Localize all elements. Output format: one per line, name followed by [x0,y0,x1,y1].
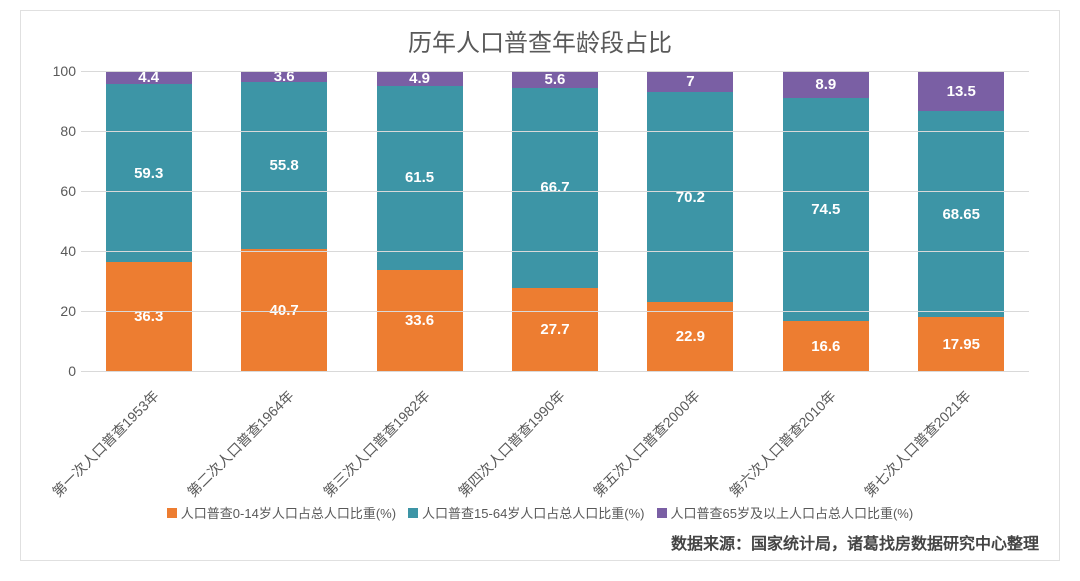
data-source: 数据来源：国家统计局，诸葛找房数据研究中心整理 [671,530,1039,554]
bar-value-label: 61.5 [405,169,434,186]
bar-value-label: 33.6 [405,312,434,329]
bar-value-label: 74.5 [811,201,840,218]
chart-container: 历年人口普查年龄段占比 4.459.336.33.655.840.74.961.… [20,10,1060,561]
bar-segment: 4.4 [106,71,192,84]
x-axis-tick-label: 第七次人口普查2021年 [918,376,1004,506]
bar-segment: 55.8 [241,82,327,249]
bar-group: 7 70.2 22.9 [647,71,733,371]
bar-value-label: 59.3 [134,165,163,182]
bar-segment: 3.6 [241,71,327,82]
legend-label: 人口普查0-14岁人口占总人口比重(%) [181,503,396,522]
bar-group: 4.4 59.3 36.3 [106,71,192,371]
bar-segment: 36.3 [106,262,192,371]
grid-line [81,371,1029,372]
bar-value-label: 22.9 [676,328,705,345]
bar-value-label: 55.8 [270,157,299,174]
bar-value-label: 16.6 [811,338,840,355]
y-axis-tick-label: 20 [36,303,76,319]
bar-segment: 68.65 [918,111,1004,317]
legend: 人口普查0-14岁人口占总人口比重(%) 人口普查15-64岁人口占总人口比重(%… [21,503,1059,522]
x-axis-tick-label: 第二次人口普查1964年 [241,376,327,506]
bar-group: 5.6 66.7 27.7 [512,71,598,371]
legend-swatch [408,508,418,518]
bar-segment: 22.9 [647,302,733,371]
x-axis-tick-label: 第五次人口普查2000年 [647,376,733,506]
bar-segment: 66.7 [512,88,598,288]
grid-line [81,131,1029,132]
bar-group: 4.9 61.5 33.6 [377,71,463,371]
y-axis-tick-label: 40 [36,243,76,259]
legend-swatch [167,508,177,518]
bar-segment: 61.5 [377,86,463,271]
legend-swatch [657,508,667,518]
x-axis-tick-label: 第四次人口普查1990年 [512,376,598,506]
plot-area: 4.459.336.33.655.840.74.961.533.65.666.7… [81,71,1029,371]
y-axis-tick-label: 60 [36,183,76,199]
bar-value-label: 66.7 [540,179,569,196]
legend-label: 人口普查65岁及以上人口占总人口比重(%) [671,503,914,522]
bar-segment: 27.7 [512,288,598,371]
bar-group: 3.655.840.7 [241,71,327,371]
bar-value-label: 17.95 [942,336,980,353]
bar-value-label: 4.9 [409,70,430,87]
grid-line [81,71,1029,72]
bar-segment: 8.9 [783,71,869,98]
bar-group: 8.9 74.5 16.6 [783,71,869,371]
x-axis-tick-label: 第六次人口普查2010年 [783,376,869,506]
x-axis-labels: 第一次人口普查1953年第二次人口普查1964年第三次人口普查1982年第四次人… [81,376,1029,506]
grid-line [81,311,1029,312]
chart-title: 历年人口普查年龄段占比 [21,11,1059,64]
bars-row: 4.459.336.33.655.840.74.961.533.65.666.7… [81,71,1029,371]
legend-item: 人口普查65岁及以上人口占总人口比重(%) [657,503,914,522]
bar-segment: 16.6 [783,321,869,371]
bar-value-label: 68.65 [942,206,980,223]
bar-value-label: 27.7 [540,321,569,338]
grid-line [81,191,1029,192]
x-axis-tick-label: 第三次人口普查1982年 [377,376,463,506]
legend-item: 人口普查15-64岁人口占总人口比重(%) [408,503,644,522]
bar-segment: 70.2 [647,92,733,302]
bar-segment: 5.6 [512,71,598,88]
y-axis-tick-label: 0 [36,363,76,379]
x-axis-tick-label: 第一次人口普查1953年 [106,376,192,506]
grid-line [81,251,1029,252]
bar-segment: 59.3 [106,84,192,262]
y-axis-tick-label: 80 [36,123,76,139]
bar-segment: 33.6 [377,270,463,371]
y-axis-tick-label: 100 [36,63,76,79]
bar-value-label: 5.6 [545,71,566,88]
legend-label: 人口普查15-64岁人口占总人口比重(%) [422,503,644,522]
bar-value-label: 7 [686,73,694,90]
bar-group: 13.5 68.65 17.95 [918,71,1004,371]
bar-segment: 13.5 [918,71,1004,111]
bar-segment: 4.9 [377,71,463,86]
bar-segment: 7 [647,71,733,92]
legend-item: 人口普查0-14岁人口占总人口比重(%) [167,503,396,522]
bar-value-label: 8.9 [815,76,836,93]
bar-value-label: 13.5 [947,83,976,100]
bar-segment: 17.95 [918,317,1004,371]
